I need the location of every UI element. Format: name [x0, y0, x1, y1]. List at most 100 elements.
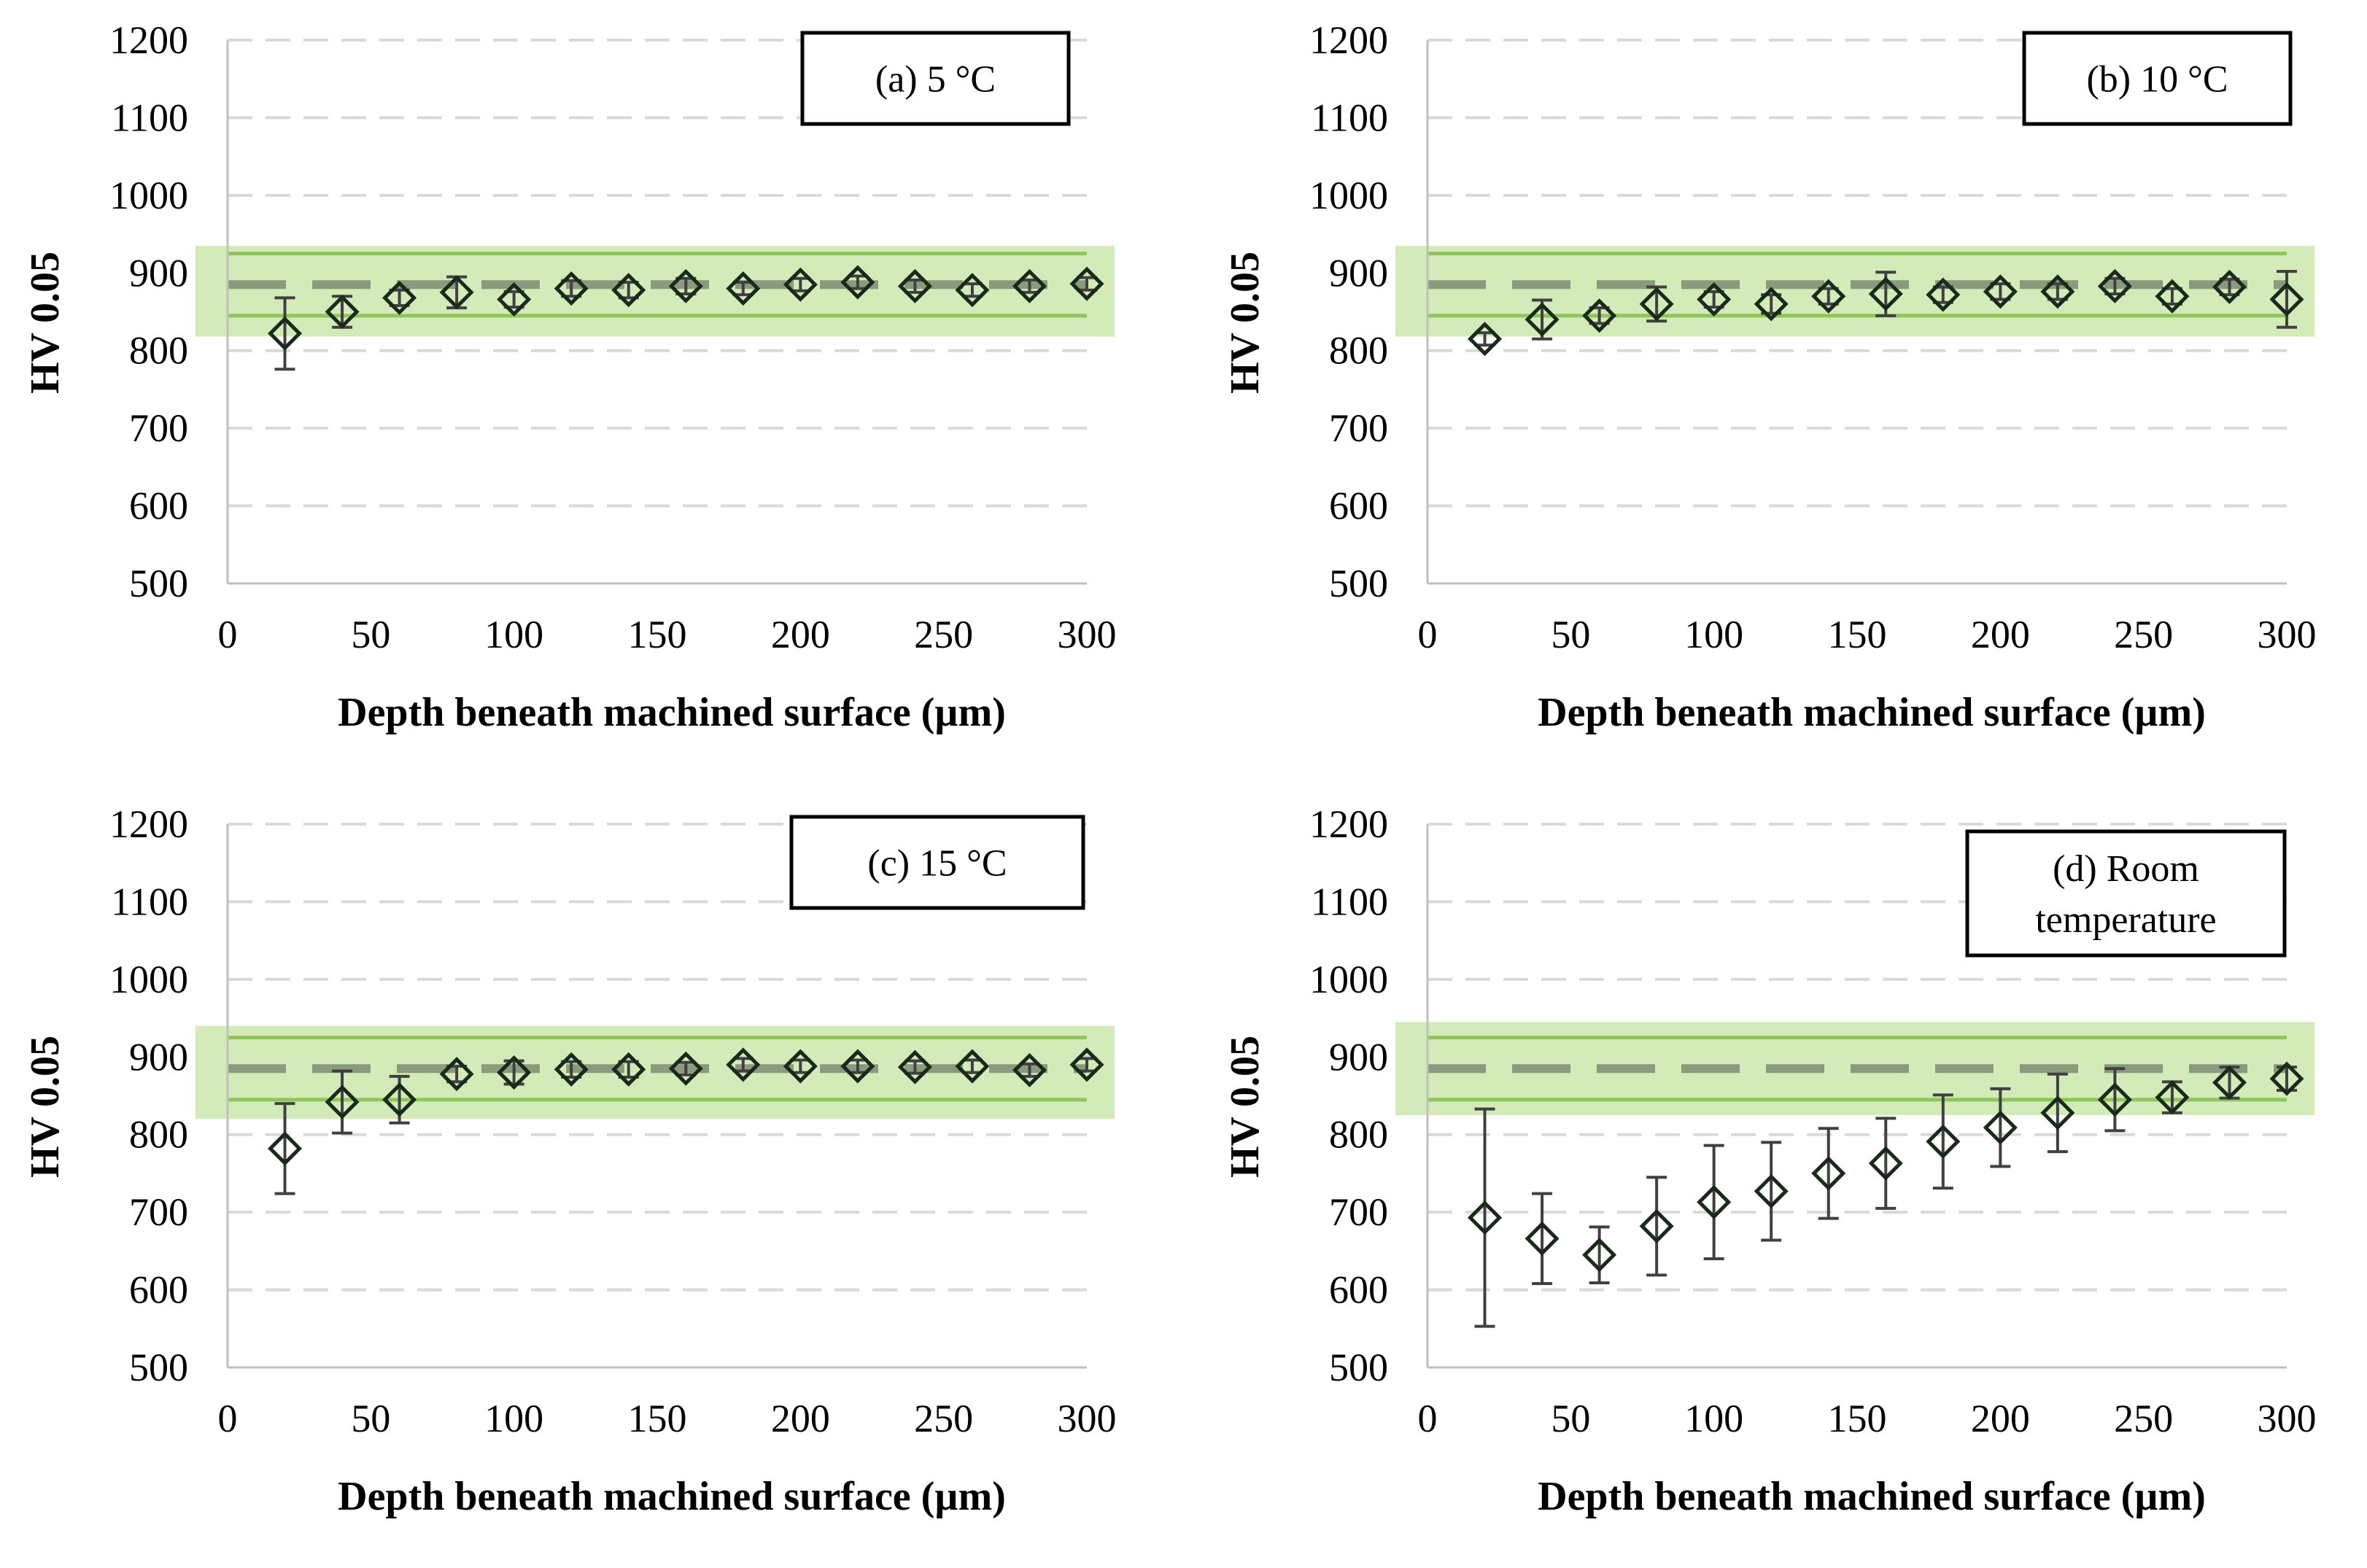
data-point [783, 267, 818, 302]
y-tick-label: 1000 [1309, 958, 1388, 1001]
diamond-marker [1811, 279, 1846, 314]
panel-label-text: (d) Room [2053, 848, 2199, 890]
x-tick-label: 0 [1418, 1397, 1438, 1440]
y-tick-label: 800 [129, 1113, 188, 1157]
x-tick-label: 100 [1684, 1397, 1743, 1440]
chart-panel-b: 500 600 700 800 900 1000 1100 1200 0 50 100 150 200 2… [1200, 0, 2367, 784]
x-tick-label: 300 [2258, 613, 2317, 656]
data-point [2269, 1061, 2304, 1096]
diamond-marker [325, 294, 360, 330]
y-tick-label: 1200 [1309, 18, 1388, 62]
data-point [897, 268, 932, 303]
chart-panel-d: 500 600 700 800 900 1000 1100 1200 0 50 100 150 200 2… [1200, 784, 2367, 1568]
x-tick-label: 250 [914, 613, 973, 656]
y-tick-label: 1100 [1311, 880, 1388, 923]
y-tick-label: 1000 [109, 958, 188, 1001]
y-tick-label: 700 [1329, 406, 1388, 450]
x-axis-title: Depth beneath machined surface (µm) [338, 1474, 1006, 1519]
data-point [783, 1049, 818, 1084]
x-tick-label: 0 [1418, 613, 1438, 656]
y-tick-label: 700 [129, 1190, 188, 1234]
data-point [554, 271, 589, 306]
x-tick-label: 200 [771, 1397, 830, 1440]
y-tick-label: 900 [1329, 1035, 1388, 1079]
diamond-marker [668, 268, 703, 303]
data-point [840, 265, 875, 300]
diamond-marker [2040, 1095, 2075, 1130]
panel-label-text: (a) 5 °C [875, 59, 996, 101]
x-axis-title: Depth beneath machined surface (µm) [338, 690, 1006, 735]
diamond-marker [554, 271, 589, 306]
diamond-marker [897, 268, 932, 303]
diamond-marker [382, 1082, 417, 1117]
diamond-marker [267, 316, 303, 351]
data-point [1754, 287, 1789, 322]
y-axis-title: HV 0.05 [23, 252, 68, 394]
diamond-marker [1582, 1238, 1617, 1273]
diamond-marker [2155, 1080, 2190, 1115]
data-point [726, 1047, 761, 1082]
data-point [1012, 1052, 1047, 1087]
y-tick-label: 600 [1329, 1268, 1388, 1312]
y-tick-label: 900 [1329, 251, 1388, 295]
data-point [1983, 274, 2018, 309]
diamond-marker [1069, 266, 1104, 301]
diamond-marker [497, 282, 532, 317]
data-point [2269, 270, 2304, 329]
x-tick-label: 200 [1971, 1397, 2030, 1440]
y-tick-label: 800 [1329, 1113, 1388, 1157]
x-tick-label: 50 [351, 613, 390, 656]
data-point [668, 268, 703, 303]
data-point [1525, 298, 1560, 341]
data-point [1868, 271, 1903, 317]
chart-a-svg: 500 600 700 800 900 1000 1100 1200 0 50 100 150 200 2… [23, 18, 1117, 735]
data-point [1697, 282, 1732, 317]
diamond-marker [726, 271, 761, 306]
data-point [554, 1052, 589, 1087]
data-point [1811, 1127, 1846, 1220]
data-point [267, 296, 303, 371]
x-tick-label: 100 [484, 1397, 543, 1440]
diamond-marker [267, 1131, 303, 1166]
y-tick-label: 500 [129, 1346, 188, 1389]
y-axis-title: HV 0.05 [23, 1036, 68, 1178]
data-point [2097, 1067, 2132, 1133]
data-point [1525, 1192, 1560, 1286]
diamond-marker [1926, 277, 1961, 312]
data-point [955, 273, 990, 308]
y-tick-label: 1200 [109, 802, 188, 846]
data-point [1868, 1117, 1903, 1210]
panel-label-box [2022, 31, 2293, 126]
y-tick-label: 700 [1329, 1190, 1388, 1234]
diamond-marker [1012, 1052, 1047, 1087]
tolerance-band [195, 246, 1115, 337]
diamond-marker [611, 273, 646, 308]
y-tick-label: 1000 [1309, 174, 1388, 217]
data-point [439, 275, 474, 310]
diamond-marker [1639, 287, 1674, 322]
diamond-marker [1467, 322, 1503, 357]
x-tick-label: 250 [2114, 613, 2173, 656]
diamond-marker [783, 267, 818, 302]
y-tick-label: 600 [129, 1268, 188, 1312]
diamond-marker [439, 275, 474, 310]
chart-d-svg: 500 600 700 800 900 1000 1100 1200 0 50 100 150 200 2… [1223, 802, 2317, 1519]
panel-label-text: temperature [2035, 899, 2216, 941]
diamond-marker [1868, 276, 1903, 311]
diamond-marker [325, 1084, 360, 1119]
diamond-marker [2040, 274, 2075, 309]
diamond-marker [2212, 269, 2247, 304]
panel-label-text: (c) 15 °C [867, 843, 1007, 885]
data-point [1582, 1225, 1617, 1284]
data-point [2040, 1072, 2075, 1154]
diamond-marker [1639, 1208, 1674, 1243]
data-point [668, 1051, 703, 1086]
data-point [955, 1049, 990, 1084]
x-tick-label: 150 [1828, 1397, 1887, 1440]
diamond-marker [1582, 298, 1617, 333]
y-tick-label: 1100 [111, 880, 188, 923]
data-point [1069, 1047, 1104, 1082]
y-tick-label: 1000 [109, 174, 188, 217]
diamond-marker [1754, 287, 1789, 322]
panel-label-text: (b) 10 °C [2086, 59, 2228, 101]
